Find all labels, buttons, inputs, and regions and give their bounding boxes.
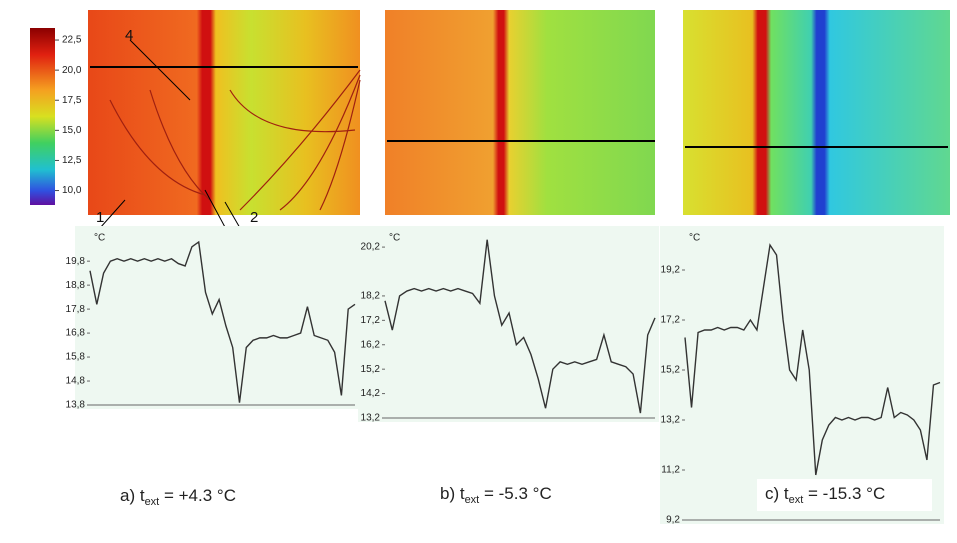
y-tick-label: 11,2 [661,465,680,476]
caption-background [757,479,932,511]
unit-label: °C [389,233,400,244]
y-tick-label: 15,2 [661,365,681,376]
thermal-image-c [683,10,950,215]
caption: c) text = -15.3 °C [765,484,885,505]
caption-subscript: ext [145,496,160,508]
caption-prefix: a) t [120,486,145,505]
chart-background [358,226,659,422]
colorbar-tick-label: 12,5 [62,155,82,166]
y-tick-label: 16,8 [66,328,86,339]
colorbar-tick-label: 22,5 [62,35,82,46]
caption-prefix: b) t [440,484,465,503]
caption-prefix: c) t [765,484,789,503]
profile-curve [89,240,356,403]
caption-subscript: ext [789,494,804,506]
y-tick-label: 15,8 [66,352,86,363]
annotation: 2 [250,209,258,226]
profile-curve [384,239,656,414]
y-tick-label: 13,2 [661,415,681,426]
y-tick-label: 15,2 [361,364,381,375]
colorbar-ticks: 22,5 20,0 17,5 15,0 12,5 10,0 [55,35,82,196]
annotation: 1 [96,209,104,226]
colorbar-tick-label: 10,0 [62,185,82,196]
thermal-detail [109,69,361,211]
colorbar-tick-label: 20,0 [62,65,82,76]
y-tick-label: 17,2 [361,315,381,326]
y-tick-label: 19,8 [66,256,86,267]
y-tick-label: 13,2 [361,413,381,424]
y-tick-label: 17,8 [66,304,86,315]
thermal-image-a [88,10,360,215]
colorbar [30,28,55,205]
profile-curve [684,243,941,476]
colorbar-tick-label: 17,5 [62,95,82,106]
caption-rest: = -5.3 °C [479,484,551,503]
unit-label: °C [94,233,105,244]
caption: b) text = -5.3 °C [440,484,552,505]
caption-subscript: ext [465,494,480,506]
thermal-image-b [385,10,655,215]
y-tick-label: 14,2 [361,388,381,399]
caption: a) text = +4.3 °C [120,486,236,507]
chart-background [660,226,944,524]
y-tick-label: 14,8 [66,376,86,387]
y-tick-label: 17,2 [661,315,681,326]
annotation: 4 [125,27,133,44]
y-tick-label: 16,2 [361,339,381,350]
colorbar-tick-label: 15,0 [62,125,82,136]
y-tick-label: 9,2 [666,515,680,526]
y-tick-label: 18,8 [66,280,86,291]
chart-background [75,226,359,409]
unit-label: °C [689,233,700,244]
y-tick-label: 19,2 [661,265,681,276]
caption-rest: = +4.3 °C [159,486,236,505]
y-tick-label: 18,2 [361,291,381,302]
y-tick-label: 20,2 [361,242,381,253]
charts: °C19,818,817,816,815,814,813,8a) text = … [66,226,944,526]
caption-rest: = -15.3 °C [803,484,885,503]
y-tick-label: 13,8 [66,400,86,411]
